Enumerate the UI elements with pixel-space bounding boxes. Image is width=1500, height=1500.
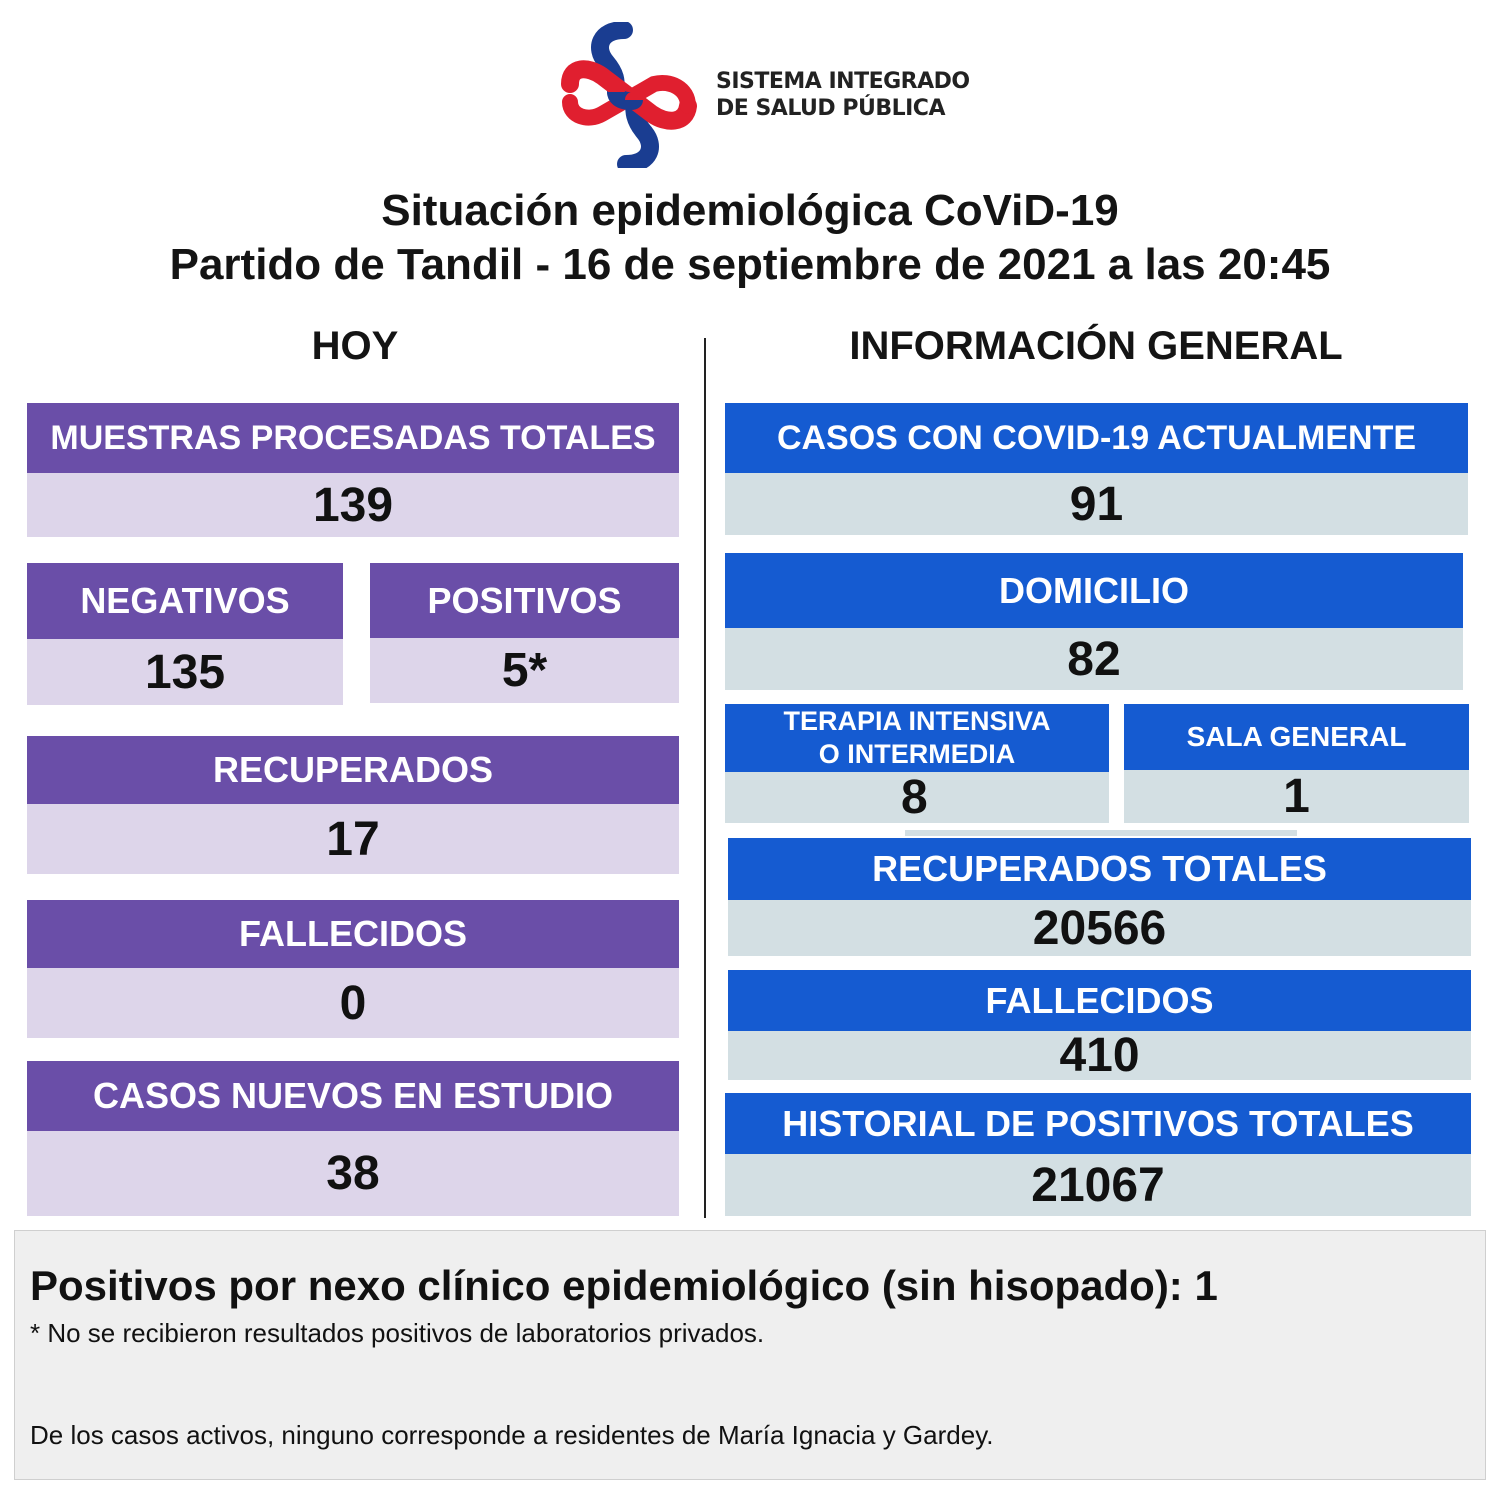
card-terapia-label-line2: O INTERMEDIA xyxy=(818,739,1016,769)
logo-wordmark: SISTEMA INTEGRADO DE SALUD PÚBLICA xyxy=(716,68,1016,122)
card-fallecidos-total-label: FALLECIDOS xyxy=(728,970,1471,1031)
card-recuperados-totales-label: RECUPERADOS TOTALES xyxy=(728,838,1471,900)
heading-hoy: HOY xyxy=(311,324,399,368)
card-historial-value: 21067 xyxy=(725,1154,1471,1216)
card-fallecidos-hoy-label: FALLECIDOS xyxy=(27,900,679,968)
card-fallecidos-hoy: FALLECIDOS 0 xyxy=(27,900,679,1038)
card-recuperados-totales: RECUPERADOS TOTALES 20566 xyxy=(728,838,1471,956)
card-terapia-label: TERAPIA INTENSIVA O INTERMEDIA xyxy=(725,704,1109,772)
card-negativos: NEGATIVOS 135 xyxy=(27,563,343,705)
card-positivos-label: POSITIVOS xyxy=(370,563,679,638)
column-divider xyxy=(704,338,706,1218)
footer-note-residentes: De los casos activos, ninguno correspond… xyxy=(30,1420,994,1450)
card-historial: HISTORIAL DE POSITIVOS TOTALES 21067 xyxy=(725,1093,1471,1216)
card-muestras-label: MUESTRAS PROCESADAS TOTALES xyxy=(27,403,679,473)
card-negativos-value: 135 xyxy=(27,639,343,705)
card-muestras: MUESTRAS PROCESADAS TOTALES 139 xyxy=(27,403,679,537)
card-sala-general-label: SALA GENERAL xyxy=(1124,704,1469,770)
card-sala-general-value: 1 xyxy=(1124,770,1469,823)
card-terapia: TERAPIA INTENSIVA O INTERMEDIA 8 xyxy=(725,704,1109,824)
card-fallecidos-total: FALLECIDOS 410 xyxy=(728,970,1471,1082)
separator-strip xyxy=(905,830,1297,836)
card-casos-actuales-value: 91 xyxy=(725,473,1468,535)
card-domicilio-label: DOMICILIO xyxy=(725,553,1463,628)
footer-panel xyxy=(14,1230,1486,1480)
heading-informacion-general: INFORMACIÓN GENERAL xyxy=(849,324,1343,368)
card-recuperados-label: RECUPERADOS xyxy=(27,736,679,804)
card-negativos-label: NEGATIVOS xyxy=(27,563,343,639)
card-terapia-label-line1: TERAPIA INTENSIVA xyxy=(783,706,1051,736)
card-casos-nuevos-value: 38 xyxy=(27,1131,679,1216)
card-domicilio-value: 82 xyxy=(725,628,1463,690)
card-casos-actuales-label: CASOS CON COVID-19 ACTUALMENTE xyxy=(725,403,1468,473)
card-casos-nuevos: CASOS NUEVOS EN ESTUDIO 38 xyxy=(27,1061,679,1216)
card-terapia-value: 8 xyxy=(725,771,1109,824)
card-recuperados-totales-value: 20566 xyxy=(728,900,1471,956)
card-positivos-value: 5* xyxy=(370,638,679,703)
logo-line-1: SISTEMA INTEGRADO xyxy=(716,69,970,94)
footer-nexo-clinico: Positivos por nexo clínico epidemiológic… xyxy=(30,1262,1218,1309)
card-historial-label: HISTORIAL DE POSITIVOS TOTALES xyxy=(725,1093,1471,1154)
card-recuperados-value: 17 xyxy=(27,804,679,874)
card-positivos: POSITIVOS 5* xyxy=(370,563,679,703)
card-recuperados: RECUPERADOS 17 xyxy=(27,736,679,874)
logo-icon xyxy=(561,22,697,168)
card-domicilio: DOMICILIO 82 xyxy=(725,553,1463,690)
page-subtitle: Partido de Tandil - 16 de septiembre de … xyxy=(169,240,1331,289)
card-casos-nuevos-label: CASOS NUEVOS EN ESTUDIO xyxy=(27,1061,679,1131)
logo-line-2: DE SALUD PÚBLICA xyxy=(716,96,945,121)
card-muestras-value: 139 xyxy=(27,473,679,537)
footer-note-laboratorios: * No se recibieron resultados positivos … xyxy=(30,1318,765,1348)
card-fallecidos-hoy-value: 0 xyxy=(27,968,679,1038)
card-sala-general: SALA GENERAL 1 xyxy=(1124,704,1469,823)
card-fallecidos-total-value: 410 xyxy=(728,1029,1471,1082)
page-title: Situación epidemiológica CoViD-19 xyxy=(381,186,1119,235)
card-casos-actuales: CASOS CON COVID-19 ACTUALMENTE 91 xyxy=(725,403,1468,535)
